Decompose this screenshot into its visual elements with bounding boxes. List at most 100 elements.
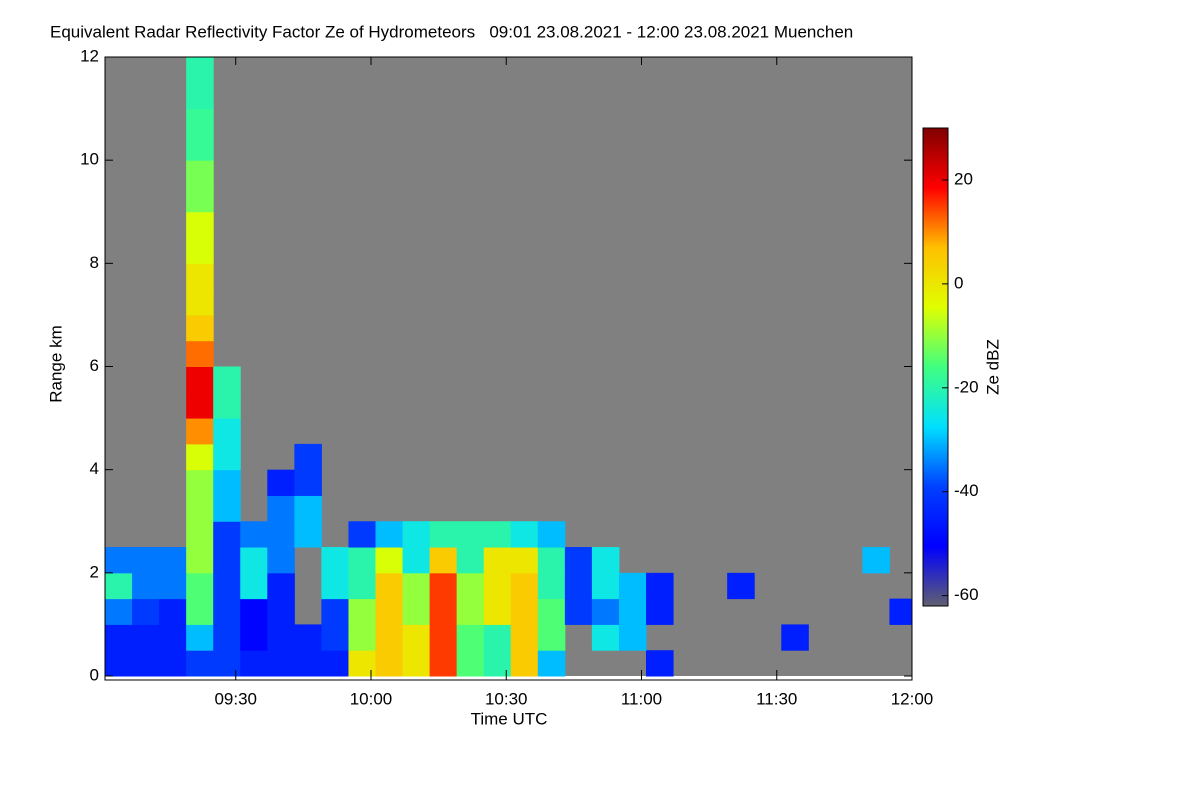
- heatmap-cell: [402, 547, 431, 574]
- heatmap-cell: [564, 598, 593, 625]
- colorbar-tick-label: -20: [954, 377, 979, 396]
- heatmap-cell: [213, 495, 241, 522]
- colorbar-tick-label: 0: [954, 273, 963, 292]
- heatmap-cell: [321, 624, 349, 651]
- heatmap-cell: [591, 547, 620, 574]
- heatmap-cell: [240, 624, 268, 651]
- heatmap-cell: [186, 263, 214, 290]
- heatmap-cell: [375, 598, 404, 625]
- heatmap-cell: [186, 495, 214, 522]
- y-tick-label: 10: [80, 150, 99, 169]
- heatmap-cell: [348, 521, 377, 548]
- y-tick-label: 4: [90, 459, 99, 478]
- heatmap-cell: [537, 572, 566, 600]
- heatmap-cell: [375, 547, 404, 574]
- heatmap-cell: [105, 650, 133, 677]
- heatmap-cell: [862, 547, 890, 574]
- heatmap-cell: [186, 211, 214, 239]
- heatmap-cell: [510, 624, 539, 651]
- heatmap-cell: [213, 624, 241, 651]
- heatmap-cell: [267, 521, 295, 548]
- y-axis-label: Range km: [46, 325, 65, 402]
- x-tick-label: 12:00: [891, 689, 934, 708]
- heatmap-cell: [132, 650, 160, 677]
- heatmap-cell: [105, 624, 133, 651]
- heatmap-cell: [240, 650, 268, 677]
- heatmap-cell: [294, 624, 322, 651]
- heatmap-cell: [186, 650, 214, 677]
- heatmap-cell: [537, 624, 566, 651]
- heatmap-cell: [510, 572, 539, 600]
- heatmap-cell: [429, 624, 458, 651]
- heatmap-cell: [429, 547, 458, 574]
- heatmap-cell: [159, 598, 187, 625]
- heatmap-cell: [186, 469, 214, 496]
- heatmap-cell: [132, 624, 160, 651]
- heatmap-cell: [483, 598, 512, 625]
- heatmap-cell: [213, 443, 241, 471]
- heatmap-cell: [402, 572, 431, 600]
- heatmap-cell: [294, 469, 322, 496]
- heatmap-cell: [294, 443, 322, 471]
- heatmap-cell: [294, 495, 322, 522]
- heatmap-cell: [537, 521, 566, 548]
- heatmap-cell: [213, 392, 241, 419]
- heatmap-cell: [213, 598, 241, 625]
- heatmap-cell: [348, 598, 377, 625]
- heatmap-cell: [537, 547, 566, 574]
- heatmap-cell: [186, 366, 214, 393]
- heatmap-cell: [348, 650, 377, 677]
- heatmap-cell: [402, 624, 431, 651]
- heatmap-cell: [646, 598, 674, 625]
- x-axis-label: Time UTC: [471, 709, 548, 728]
- heatmap-cell: [618, 572, 647, 600]
- heatmap-cell: [186, 598, 214, 625]
- heatmap-cell: [646, 650, 674, 677]
- x-tick-label: 10:00: [350, 689, 393, 708]
- colorbar-label: Ze dBZ: [983, 339, 1002, 395]
- heatmap-cell: [510, 598, 539, 625]
- heatmap-cell: [537, 650, 566, 677]
- heatmap-cell: [375, 650, 404, 677]
- heatmap-cell: [483, 624, 512, 651]
- heatmap-cell: [267, 495, 295, 522]
- heatmap-cell: [105, 547, 133, 574]
- heatmap-cell: [646, 572, 674, 600]
- heatmap-cell: [456, 547, 485, 574]
- chart-title: Equivalent Radar Reflectivity Factor Ze …: [50, 22, 853, 41]
- heatmap-cell: [781, 624, 809, 651]
- heatmap-cell: [456, 598, 485, 625]
- heatmap-cell: [240, 547, 268, 574]
- heatmap-cell: [186, 392, 214, 419]
- heatmap-cell: [213, 547, 241, 574]
- heatmap-cell: [456, 650, 485, 677]
- heatmap-cell: [348, 547, 377, 574]
- heatmap-cell: [186, 443, 214, 471]
- heatmap-cell: [294, 650, 322, 677]
- heatmap-cell: [402, 521, 431, 548]
- heatmap-cell: [213, 366, 241, 393]
- heatmap-cell: [132, 598, 160, 625]
- heatmap-cell: [321, 650, 349, 677]
- heatmap-cell: [186, 418, 214, 445]
- heatmap-cell: [483, 650, 512, 677]
- heatmap-cell: [132, 572, 160, 600]
- heatmap-cell: [456, 624, 485, 651]
- y-tick-label: 0: [90, 665, 99, 684]
- heatmap-cell: [727, 572, 755, 600]
- heatmap-cell: [889, 598, 913, 625]
- colorbar-tick-label: 20: [954, 169, 973, 188]
- heatmap-cell: [267, 572, 295, 600]
- heatmap-cell: [186, 82, 214, 110]
- heatmap-cell: [186, 624, 214, 651]
- heatmap-cell: [213, 469, 241, 496]
- heatmap-cell: [213, 572, 241, 600]
- heatmap-cell: [186, 134, 214, 161]
- heatmap-cell: [186, 340, 214, 367]
- heatmap-cell: [267, 650, 295, 677]
- y-tick-label: 6: [90, 356, 99, 375]
- heatmap-cell: [456, 521, 485, 548]
- heatmap-cell: [186, 521, 214, 548]
- heatmap-cell: [429, 521, 458, 548]
- heatmap-cell: [159, 547, 187, 574]
